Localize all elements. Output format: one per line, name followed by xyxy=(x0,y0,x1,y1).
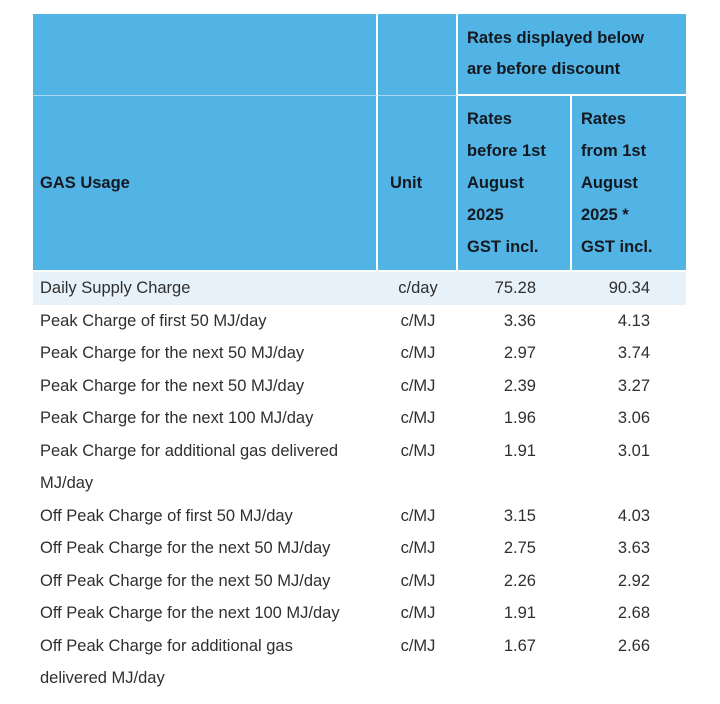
rate-before-cell: 2.97 xyxy=(458,337,572,370)
header-spacer-unit xyxy=(378,14,458,96)
rate-before-cell: 3.36 xyxy=(458,304,572,337)
usage-text: Peak Charge for the next 100 MJ/day xyxy=(40,409,314,427)
unit-cell: c/MJ xyxy=(378,434,458,500)
table-body: Daily Supply Charge c/day 75.28 90.34 Pe… xyxy=(33,272,687,695)
table-row: Off Peak Charge for additional gas deliv… xyxy=(33,629,687,695)
unit-cell: c/MJ xyxy=(378,499,458,532)
unit-cell: c/MJ xyxy=(378,597,458,630)
discount-note-cell: Rates displayed below are before discoun… xyxy=(458,14,687,96)
usage-text: Off Peak Charge for the next 100 MJ/day xyxy=(40,604,340,622)
table-row: Peak Charge for the next 50 MJ/day c/MJ … xyxy=(33,337,687,370)
unit-cell: c/day xyxy=(378,272,458,305)
usage-cell: Off Peak Charge for the next 100 MJ/day xyxy=(33,597,378,630)
column-header-gas-usage: GAS Usage xyxy=(33,96,378,272)
unit-cell: c/MJ xyxy=(378,369,458,402)
rates-before-line-5: GST incl. xyxy=(467,238,539,256)
usage-text: Off Peak Charge for the next 50 MJ/day xyxy=(40,539,331,557)
rate-before-cell: 2.75 xyxy=(458,532,572,565)
rate-from-cell: 2.66 xyxy=(572,629,687,695)
unit-cell: c/MJ xyxy=(378,629,458,695)
rate-from-cell: 2.92 xyxy=(572,564,687,597)
header-spacer-usage xyxy=(33,14,378,96)
table-row: Peak Charge for the next 50 MJ/day c/MJ … xyxy=(33,369,687,402)
usage-cell: Daily Supply Charge xyxy=(33,272,378,305)
rate-from-cell: 3.63 xyxy=(572,532,687,565)
rate-from-cell: 3.01 xyxy=(572,434,687,500)
header-row-note: Rates displayed below are before discoun… xyxy=(33,14,687,96)
unit-cell: c/MJ xyxy=(378,402,458,435)
table-row: Peak Charge for the next 100 MJ/day c/MJ… xyxy=(33,402,687,435)
usage-cell: Off Peak Charge for additional gas deliv… xyxy=(33,629,378,695)
rates-from-line-5: GST incl. xyxy=(581,238,653,256)
unit-cell: c/MJ xyxy=(378,337,458,370)
column-header-unit: Unit xyxy=(378,96,458,272)
rates-from-line-2: from 1st xyxy=(581,142,647,160)
rate-from-cell: 3.06 xyxy=(572,402,687,435)
rate-before-cell: 1.96 xyxy=(458,402,572,435)
table-row: Off Peak Charge for the next 50 MJ/day c… xyxy=(33,564,687,597)
usage-text: Peak Charge of first 50 MJ/day xyxy=(40,311,267,330)
rates-before-line-3: August xyxy=(467,174,524,192)
table-row: Daily Supply Charge c/day 75.28 90.34 xyxy=(33,272,687,305)
discount-note-line-2: are before discount xyxy=(467,60,621,78)
rate-before-cell: 1.67 xyxy=(458,629,572,695)
usage-cell: Peak Charge for the next 100 MJ/day xyxy=(33,402,378,435)
usage-cell: Off Peak Charge for the next 50 MJ/day xyxy=(33,564,378,597)
usage-text: Daily Supply Charge xyxy=(40,279,191,297)
discount-note-line-1: Rates displayed below xyxy=(467,29,644,47)
rates-from-line-3: August xyxy=(581,174,638,192)
rate-before-cell: 3.15 xyxy=(458,499,572,532)
unit-cell: c/MJ xyxy=(378,564,458,597)
rate-from-cell: 2.68 xyxy=(572,597,687,630)
column-header-rates-from: Rates from 1st August 2025 * GST incl. xyxy=(572,96,687,272)
rate-before-cell: 1.91 xyxy=(458,434,572,500)
table-row: Peak Charge for additional gas delivered… xyxy=(33,434,687,500)
rate-before-cell: 2.39 xyxy=(458,369,572,402)
unit-cell: c/MJ xyxy=(378,304,458,337)
usage-cell: Off Peak Charge of first 50 MJ/day xyxy=(33,499,378,532)
usage-cell: Peak Charge of first 50 MJ/day xyxy=(33,304,378,337)
rate-before-cell: 1.91 xyxy=(458,597,572,630)
usage-cell: Peak Charge for the next 50 MJ/day xyxy=(33,369,378,402)
rates-before-line-2: before 1st xyxy=(467,142,546,160)
usage-text: Peak Charge for the next 50 MJ/day xyxy=(40,344,305,362)
usage-cell: Peak Charge for additional gas delivered… xyxy=(33,434,378,500)
table-row: Peak Charge of first 50 MJ/day c/MJ 3.36… xyxy=(33,304,687,337)
usage-text-line-1: Peak Charge for additional gas delivered xyxy=(40,441,339,460)
table-row: Off Peak Charge of first 50 MJ/day c/MJ … xyxy=(33,499,687,532)
gas-rates-table: Rates displayed below are before discoun… xyxy=(33,14,687,695)
usage-text-line-2: MJ/day xyxy=(40,474,94,492)
usage-text: Off Peak Charge of first 50 MJ/day xyxy=(40,506,293,525)
usage-cell: Off Peak Charge for the next 50 MJ/day xyxy=(33,532,378,565)
column-header-rates-before: Rates before 1st August 2025 GST incl. xyxy=(458,96,572,272)
usage-cell: Peak Charge for the next 50 MJ/day xyxy=(33,337,378,370)
header-row-columns: GAS Usage Unit Rates before 1st August 2… xyxy=(33,96,687,272)
rates-from-line-4: 2025 * xyxy=(581,206,629,224)
rate-before-cell: 75.28 xyxy=(458,272,572,305)
rates-from-line-1: Rates xyxy=(581,110,626,128)
usage-text: Off Peak Charge for the next 50 MJ/day xyxy=(40,571,331,590)
table-header: Rates displayed below are before discoun… xyxy=(33,14,687,272)
rates-before-line-1: Rates xyxy=(467,110,512,128)
rate-from-cell: 3.74 xyxy=(572,337,687,370)
table-row: Off Peak Charge for the next 50 MJ/day c… xyxy=(33,532,687,565)
unit-cell: c/MJ xyxy=(378,532,458,565)
usage-text: Peak Charge for the next 50 MJ/day xyxy=(40,376,305,395)
table-row: Off Peak Charge for the next 100 MJ/day … xyxy=(33,597,687,630)
usage-text-line-2: delivered MJ/day xyxy=(40,669,165,687)
rate-before-cell: 2.26 xyxy=(458,564,572,597)
usage-text-line-1: Off Peak Charge for additional gas xyxy=(40,636,293,655)
rate-from-cell: 4.13 xyxy=(572,304,687,337)
rate-from-cell: 4.03 xyxy=(572,499,687,532)
rate-from-cell: 90.34 xyxy=(572,272,687,305)
rate-from-cell: 3.27 xyxy=(572,369,687,402)
rates-before-line-4: 2025 xyxy=(467,206,504,224)
